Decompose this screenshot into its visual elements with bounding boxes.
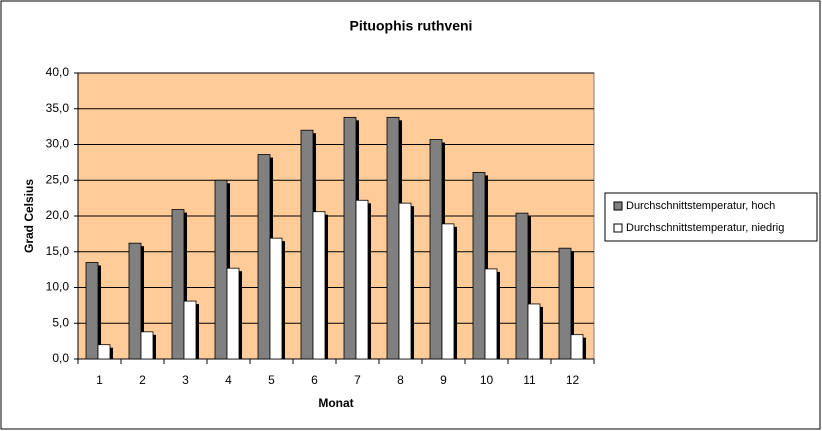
x-tick-label: 6 — [311, 373, 318, 387]
y-tick-label: 20,0 — [46, 208, 70, 222]
bar — [527, 303, 541, 360]
x-tick-label: 10 — [480, 373, 494, 387]
bar — [257, 154, 271, 360]
bar — [128, 242, 142, 360]
bar — [398, 202, 412, 360]
bar — [97, 344, 111, 360]
x-tick-label: 3 — [182, 373, 189, 387]
bar — [171, 209, 185, 360]
bar — [472, 171, 486, 360]
x-tick-label: 11 — [523, 373, 536, 387]
bar — [484, 268, 498, 360]
legend-swatch — [613, 201, 623, 211]
y-tick-label: 40,0 — [46, 65, 70, 79]
bar — [429, 139, 443, 360]
x-tick-label: 2 — [139, 373, 146, 387]
x-tick-label: 9 — [440, 373, 447, 387]
y-tick-label: 5,0 — [52, 315, 69, 329]
bar — [355, 199, 369, 360]
bar — [269, 237, 283, 360]
x-axis-label: Monat — [318, 396, 353, 410]
bar — [300, 129, 314, 360]
bar — [343, 116, 357, 360]
y-tick-label: 10,0 — [46, 280, 70, 294]
bar — [226, 267, 240, 360]
bar — [441, 223, 455, 360]
x-tick-label: 8 — [397, 373, 404, 387]
x-tick-label: 5 — [268, 373, 275, 387]
x-tick-label: 12 — [566, 373, 580, 387]
x-tick-label: 7 — [354, 373, 361, 387]
bar — [386, 116, 400, 360]
y-axis-label: Grad Celsius — [22, 179, 36, 253]
y-tick-label: 35,0 — [46, 101, 70, 115]
bar — [558, 247, 572, 360]
bar — [140, 331, 154, 360]
y-tick-label: 0,0 — [52, 351, 69, 365]
legend-swatch — [613, 223, 623, 233]
bar — [312, 211, 326, 360]
x-tick-label: 1 — [96, 373, 103, 387]
bar — [214, 179, 228, 360]
x-tick-label: 4 — [225, 373, 232, 387]
chart-title: Pituophis ruthveni — [350, 18, 473, 34]
y-tick-label: 30,0 — [46, 137, 70, 151]
bar — [515, 212, 529, 360]
y-tick-label: 15,0 — [46, 244, 70, 258]
legend-box — [604, 192, 818, 242]
y-tick-label: 25,0 — [46, 172, 70, 186]
bar — [570, 334, 584, 360]
legend-label: Durchschnittstemperatur, niedrig — [626, 222, 784, 234]
legend-label: Durchschnittstemperatur, hoch — [626, 200, 775, 212]
bar — [85, 262, 99, 360]
bar — [183, 300, 197, 360]
